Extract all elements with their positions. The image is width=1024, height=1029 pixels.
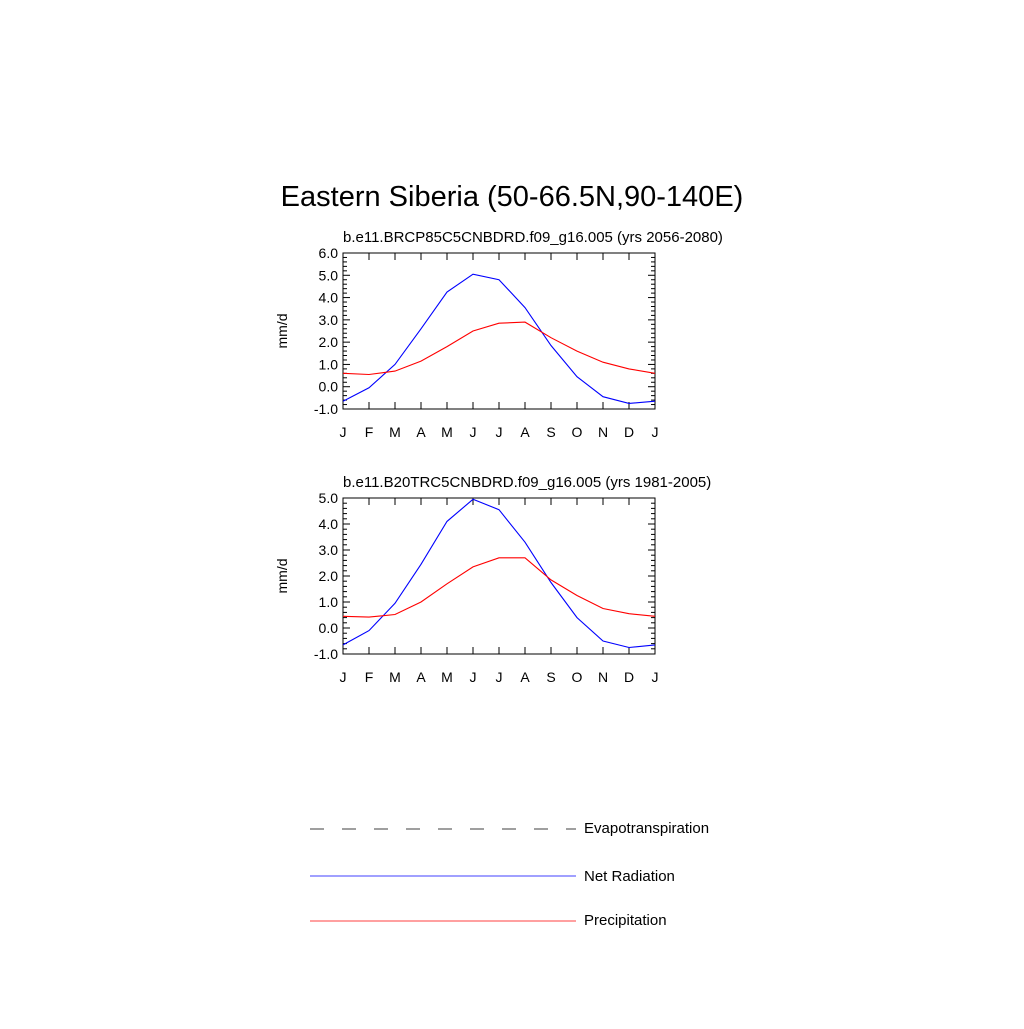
legend-label-evapotranspiration: Evapotranspiration <box>584 820 709 837</box>
x-tick-label-20tr: J <box>470 669 477 685</box>
plot-frame-rcp85 <box>342 252 656 410</box>
x-tick-label-rcp85: J <box>496 424 503 440</box>
ticks-rcp85 <box>342 252 656 410</box>
y-tick-label-20tr: 4.0 <box>319 516 339 532</box>
x-tick-label-20tr: N <box>598 669 608 685</box>
x-tick-label-rcp85: J <box>470 424 477 440</box>
x-tick-label-rcp85: F <box>365 424 374 440</box>
y-tick-labels-20tr: -1.0 0.0 1.0 2.0 3.0 4.0 5.0 <box>314 490 338 662</box>
legend: Evapotranspiration Net Radiation Precipi… <box>310 820 709 929</box>
x-tick-label-rcp85: D <box>624 424 634 440</box>
y-axis-label-20tr: mm/d <box>274 559 290 594</box>
series-line-net-radiation-20tr <box>342 498 656 649</box>
y-tick-labels-rcp85: -1.0 0.0 1.0 2.0 3.0 4.0 5.0 6.0 <box>314 245 338 417</box>
x-tick-label-20tr: O <box>572 669 583 685</box>
y-tick-label-rcp85: 1.0 <box>319 356 339 372</box>
y-tick-label-rcp85: 0.0 <box>319 379 339 395</box>
chart-panel-20tr: b.e11.B20TRC5CNBDRD.f09_g16.005 (yrs 198… <box>274 474 711 685</box>
y-tick-label-20tr: 3.0 <box>319 542 339 558</box>
plot-frame-20tr <box>342 497 656 655</box>
x-tick-label-20tr: S <box>546 669 555 685</box>
x-tick-label-rcp85: O <box>572 424 583 440</box>
y-tick-label-rcp85: 4.0 <box>319 290 339 306</box>
series-group-20tr <box>342 498 656 649</box>
y-tick-label-rcp85: 6.0 <box>319 245 339 261</box>
legend-label-net-radiation: Net Radiation <box>584 868 675 885</box>
x-tick-label-20tr: A <box>416 669 426 685</box>
y-tick-label-rcp85: -1.0 <box>314 401 338 417</box>
x-tick-label-rcp85: J <box>340 424 347 440</box>
y-tick-label-20tr: -1.0 <box>314 646 338 662</box>
legend-label-precipitation: Precipitation <box>584 912 667 929</box>
x-tick-label-20tr: M <box>441 669 453 685</box>
x-tick-label-rcp85: M <box>389 424 401 440</box>
y-tick-label-rcp85: 3.0 <box>319 312 339 328</box>
x-tick-label-rcp85: A <box>520 424 530 440</box>
x-tick-label-20tr: D <box>624 669 634 685</box>
x-tick-label-20tr: M <box>389 669 401 685</box>
x-tick-label-rcp85: A <box>416 424 426 440</box>
x-tick-label-rcp85: J <box>652 424 659 440</box>
y-axis-label-rcp85: mm/d <box>274 314 290 349</box>
chart-panel-rcp85: b.e11.BRCP85C5CNBDRD.f09_g16.005 (yrs 20… <box>274 229 723 440</box>
series-line-net-radiation-rcp85 <box>342 273 656 404</box>
series-group-rcp85 <box>342 273 656 404</box>
figure-title: Eastern Siberia (50-66.5N,90-140E) <box>281 181 744 213</box>
x-tick-label-20tr: J <box>652 669 659 685</box>
x-tick-label-rcp85: M <box>441 424 453 440</box>
series-line-precipitation-rcp85 <box>342 321 656 376</box>
y-tick-label-20tr: 2.0 <box>319 568 339 584</box>
x-tick-label-20tr: J <box>496 669 503 685</box>
x-tick-label-rcp85: S <box>546 424 555 440</box>
x-tick-label-rcp85: N <box>598 424 608 440</box>
panel-title-20tr: b.e11.B20TRC5CNBDRD.f09_g16.005 (yrs 198… <box>343 474 711 491</box>
x-tick-label-20tr: J <box>340 669 347 685</box>
y-tick-label-20tr: 5.0 <box>319 490 339 506</box>
y-tick-label-rcp85: 2.0 <box>319 334 339 350</box>
panel-title-rcp85: b.e11.BRCP85C5CNBDRD.f09_g16.005 (yrs 20… <box>343 229 723 246</box>
series-line-precipitation-20tr <box>342 557 656 618</box>
y-tick-label-rcp85: 5.0 <box>319 267 339 283</box>
y-tick-label-20tr: 1.0 <box>319 594 339 610</box>
x-tick-label-20tr: F <box>365 669 374 685</box>
y-tick-label-20tr: 0.0 <box>319 620 339 636</box>
ticks-20tr <box>342 497 656 655</box>
x-tick-label-20tr: A <box>520 669 530 685</box>
